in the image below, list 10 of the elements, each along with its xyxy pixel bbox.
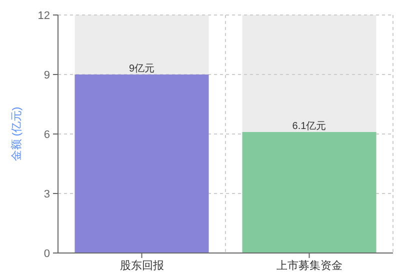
y-tick-label: 6 bbox=[44, 128, 50, 141]
y-tick-label: 12 bbox=[38, 10, 50, 22]
y-tick-label: 0 bbox=[44, 248, 50, 260]
x-tick-label: 上市募集资金 bbox=[276, 259, 342, 272]
data-label: 6.1亿元 bbox=[292, 121, 326, 132]
data-label: 9亿元 bbox=[128, 64, 155, 74]
y-axis-title: 金额 (亿元) bbox=[10, 106, 23, 162]
y-tick-label: 9 bbox=[44, 69, 50, 82]
y-tick-label: 3 bbox=[44, 188, 50, 200]
x-tick-label: 股东回报 bbox=[120, 259, 164, 272]
